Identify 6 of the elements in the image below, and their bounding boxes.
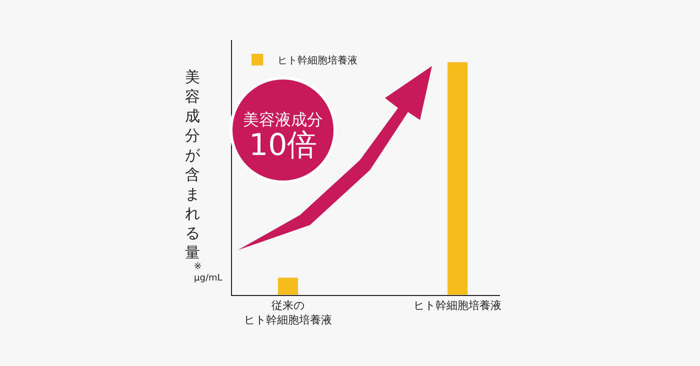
annotation: 10倍 [249, 128, 318, 163]
legend-label: ヒト幹細胞培養液 [277, 54, 358, 66]
x-tick-label: 従来の ヒト幹細胞培養液 [244, 299, 332, 326]
annotation: 美容液成分 [243, 110, 323, 129]
text: ※ μg/mL [194, 262, 222, 284]
text: 美容成分が含まれる量 [185, 68, 200, 262]
